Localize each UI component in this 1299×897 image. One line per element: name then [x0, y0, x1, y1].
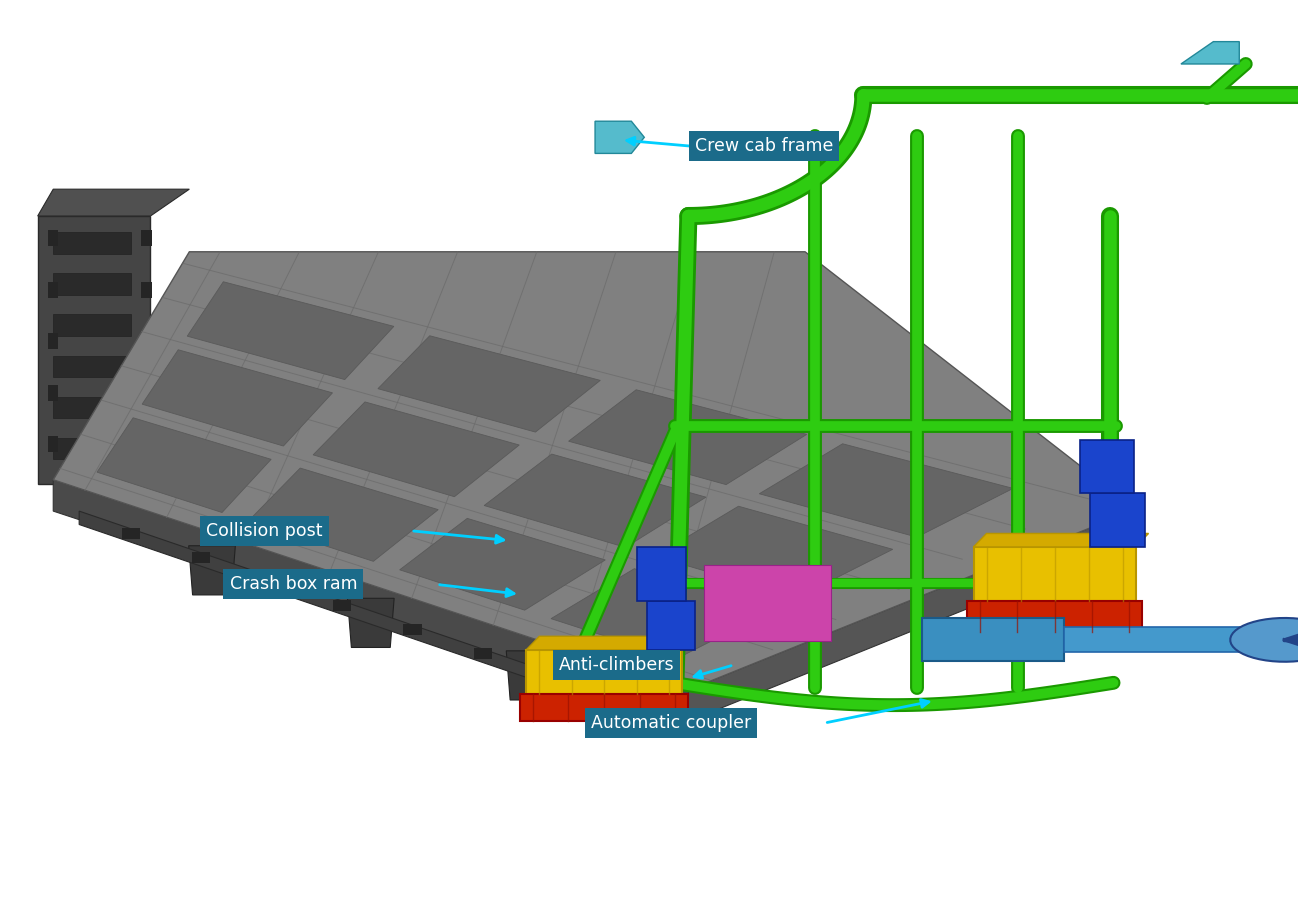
Polygon shape — [192, 552, 210, 562]
Polygon shape — [38, 189, 190, 216]
Polygon shape — [38, 216, 151, 484]
Polygon shape — [142, 350, 333, 446]
Polygon shape — [688, 520, 1109, 721]
Polygon shape — [655, 506, 892, 598]
Polygon shape — [53, 232, 131, 254]
Polygon shape — [551, 569, 773, 659]
Polygon shape — [1064, 627, 1272, 652]
Polygon shape — [142, 436, 152, 452]
Polygon shape — [248, 468, 438, 562]
Polygon shape — [48, 436, 58, 452]
Polygon shape — [647, 600, 695, 649]
Polygon shape — [188, 545, 235, 595]
Polygon shape — [526, 636, 695, 649]
Polygon shape — [544, 672, 562, 683]
Polygon shape — [262, 576, 281, 587]
Polygon shape — [404, 624, 422, 635]
Polygon shape — [1181, 41, 1239, 64]
Polygon shape — [485, 454, 705, 547]
Polygon shape — [79, 511, 662, 724]
Polygon shape — [48, 231, 58, 247]
Polygon shape — [526, 649, 682, 694]
Text: Collision post: Collision post — [207, 522, 322, 540]
Polygon shape — [1079, 440, 1134, 493]
Polygon shape — [966, 600, 1142, 631]
Polygon shape — [973, 534, 1148, 547]
Text: Crew cab frame: Crew cab frame — [695, 137, 833, 155]
Polygon shape — [53, 252, 1109, 690]
Polygon shape — [53, 396, 131, 418]
Polygon shape — [1230, 618, 1299, 662]
Polygon shape — [313, 402, 520, 497]
Polygon shape — [1090, 493, 1144, 547]
Text: Crash box ram: Crash box ram — [230, 575, 357, 594]
Polygon shape — [347, 598, 394, 648]
Polygon shape — [973, 547, 1135, 600]
Polygon shape — [637, 547, 686, 600]
Polygon shape — [48, 282, 58, 298]
Polygon shape — [378, 335, 600, 432]
Polygon shape — [97, 418, 271, 512]
Text: Automatic coupler: Automatic coupler — [591, 714, 751, 732]
Polygon shape — [400, 518, 605, 610]
Polygon shape — [142, 282, 152, 298]
Polygon shape — [614, 696, 633, 707]
Polygon shape — [704, 565, 831, 640]
Polygon shape — [142, 231, 152, 247]
Polygon shape — [595, 121, 644, 153]
Polygon shape — [187, 282, 394, 379]
Polygon shape — [53, 438, 131, 459]
Polygon shape — [474, 649, 492, 659]
Polygon shape — [53, 480, 688, 721]
Polygon shape — [760, 444, 1013, 537]
Polygon shape — [53, 355, 131, 377]
Polygon shape — [569, 390, 807, 484]
Polygon shape — [53, 314, 131, 335]
Polygon shape — [48, 333, 58, 349]
Polygon shape — [922, 618, 1064, 661]
Polygon shape — [122, 528, 140, 539]
Text: Anti-climbers: Anti-climbers — [559, 656, 674, 674]
Polygon shape — [333, 600, 351, 611]
Polygon shape — [48, 385, 58, 401]
Polygon shape — [142, 385, 152, 401]
Polygon shape — [53, 274, 131, 295]
Polygon shape — [520, 694, 688, 721]
Polygon shape — [507, 651, 553, 700]
Polygon shape — [142, 333, 152, 349]
